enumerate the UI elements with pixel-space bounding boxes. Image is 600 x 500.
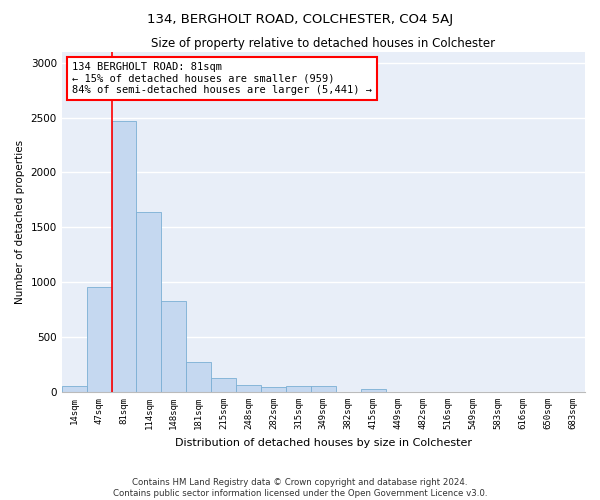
Bar	[186, 362, 211, 392]
Text: Contains HM Land Registry data © Crown copyright and database right 2024.
Contai: Contains HM Land Registry data © Crown c…	[113, 478, 487, 498]
Text: 134 BERGHOLT ROAD: 81sqm
← 15% of detached houses are smaller (959)
84% of semi-: 134 BERGHOLT ROAD: 81sqm ← 15% of detach…	[72, 62, 372, 95]
Bar	[361, 389, 386, 392]
X-axis label: Distribution of detached houses by size in Colchester: Distribution of detached houses by size …	[175, 438, 472, 448]
Bar	[86, 286, 112, 392]
Title: Size of property relative to detached houses in Colchester: Size of property relative to detached ho…	[151, 38, 496, 51]
Bar	[136, 212, 161, 392]
Bar	[286, 386, 311, 392]
Bar	[211, 378, 236, 392]
Bar	[311, 386, 336, 392]
Bar	[161, 301, 186, 392]
Y-axis label: Number of detached properties: Number of detached properties	[15, 140, 25, 304]
Bar	[112, 121, 136, 392]
Text: 134, BERGHOLT ROAD, COLCHESTER, CO4 5AJ: 134, BERGHOLT ROAD, COLCHESTER, CO4 5AJ	[147, 12, 453, 26]
Bar	[236, 386, 261, 392]
Bar	[62, 386, 86, 392]
Bar	[261, 386, 286, 392]
